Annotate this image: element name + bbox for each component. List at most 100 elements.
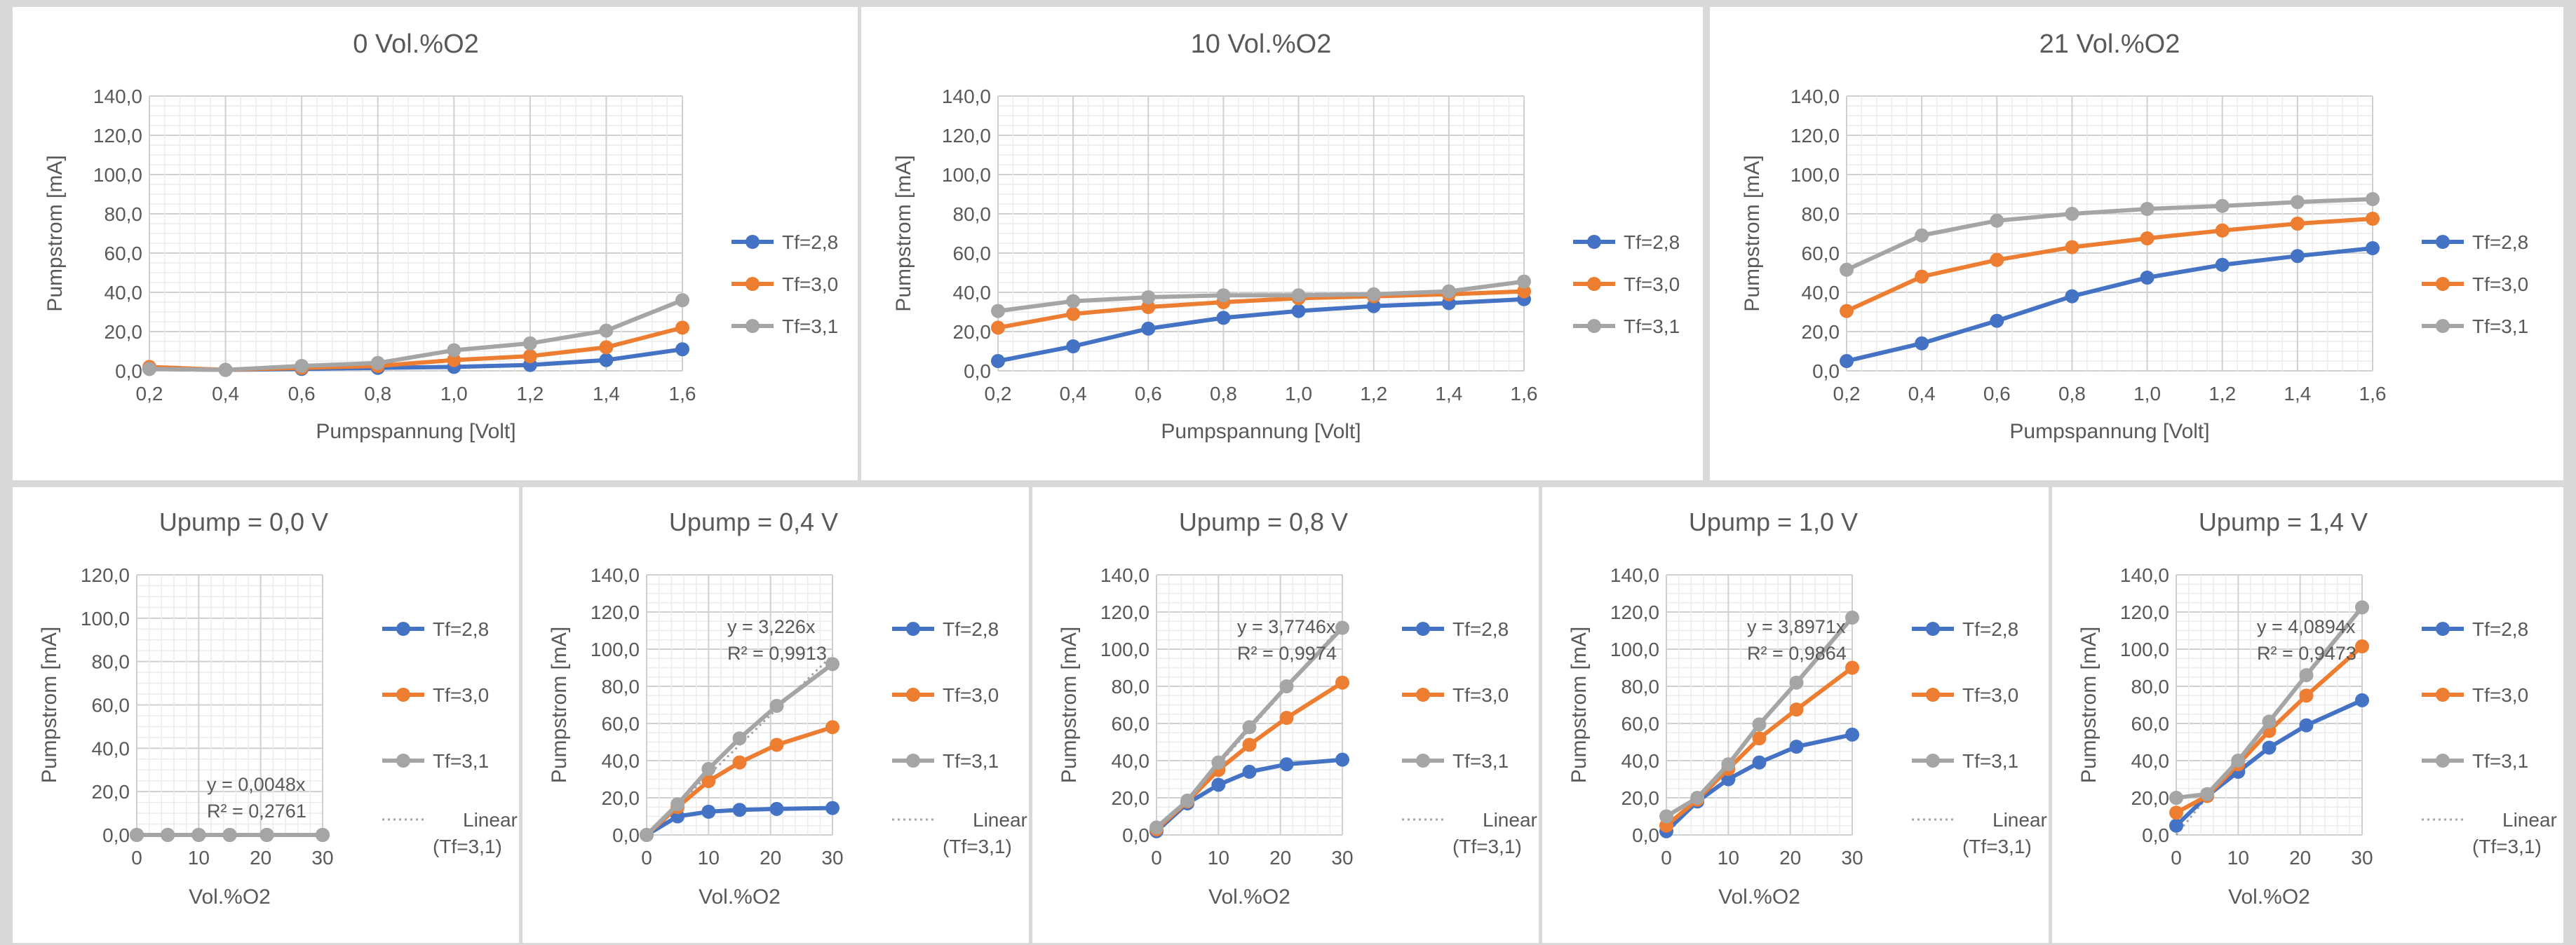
data-point xyxy=(769,698,784,713)
legend-marker xyxy=(2436,235,2450,249)
chart-title: Upump = 1,4 V xyxy=(2199,508,2368,536)
data-point xyxy=(1066,294,1081,308)
trendline-r2: R² = 0,9864 xyxy=(1747,643,1847,664)
x-axis-label: Pumpspannung [Volt] xyxy=(1161,420,1361,443)
legend-label: Tf=3,0 xyxy=(433,684,489,706)
legend-label: Tf=3,0 xyxy=(1624,273,1680,295)
y-tick-label: 60,0 xyxy=(1112,713,1150,735)
x-tick-label: 1,6 xyxy=(1511,383,1538,404)
data-point xyxy=(2140,271,2154,285)
data-point xyxy=(599,340,614,355)
data-point xyxy=(599,323,614,338)
chart-title: Upump = 0,0 V xyxy=(159,508,328,536)
trendline-r2: R² = 0,9473 xyxy=(2257,643,2356,664)
chart-panel-1[interactable]: 10 Vol.%O2 0,0 20,0 40,0 60,0 80,0 100,0 120,0 1… xyxy=(861,7,1703,480)
y-tick-label: 60,0 xyxy=(953,243,992,264)
data-point xyxy=(1845,610,1859,625)
x-tick-label: 0 xyxy=(1661,847,1672,869)
data-point xyxy=(2355,600,2369,615)
legend-marker xyxy=(2436,754,2450,768)
y-tick-label: 40,0 xyxy=(1621,750,1660,772)
data-point xyxy=(2140,231,2154,245)
data-point xyxy=(1211,777,1226,792)
data-point xyxy=(1242,720,1257,735)
y-axis-label: Pumpstrom [mA] xyxy=(1741,155,1764,311)
y-axis-label: Pumpstrom [mA] xyxy=(548,627,571,783)
data-point xyxy=(1517,284,1531,299)
data-point xyxy=(2065,240,2079,254)
y-tick-label: 40,0 xyxy=(104,282,143,304)
data-point xyxy=(1845,660,1859,675)
data-point xyxy=(675,293,689,308)
data-point xyxy=(2231,754,2246,768)
data-point xyxy=(1211,755,1226,770)
x-tick-label: 0,6 xyxy=(1983,383,2011,404)
chart-panel-6[interactable]: Upump = 1,0 V 0,0 20,0 40,0 60,0 80,0 100,0 120… xyxy=(1542,487,2049,943)
data-point xyxy=(1915,269,1929,284)
y-tick-label: 60,0 xyxy=(1621,713,1660,735)
x-tick-label: 0,4 xyxy=(212,383,239,404)
legend-linear-label: Linear (Tf=3,1) xyxy=(433,809,518,857)
chart-title: 21 Vol.%O2 xyxy=(2039,29,2180,59)
x-tick-label: 1,4 xyxy=(593,383,620,404)
legend-marker xyxy=(906,754,920,768)
series-line xyxy=(1846,246,2373,363)
legend-marker xyxy=(396,754,410,768)
legend-marker xyxy=(1587,235,1601,249)
data-point xyxy=(2169,818,2183,833)
legend-marker xyxy=(1416,688,1430,702)
y-tick-label: 140,0 xyxy=(942,86,991,107)
data-point xyxy=(2290,217,2305,231)
y-tick-label: 120,0 xyxy=(1791,125,1840,147)
data-point xyxy=(447,353,461,367)
data-point xyxy=(2169,805,2183,820)
chart-svg-1: 10 Vol.%O2 0,0 20,0 40,0 60,0 80,0 100,0 120,0 1… xyxy=(892,29,1680,443)
chart-panel-0[interactable]: 0 Vol.%O2 0,0 20,0 40,0 60,0 80,0 100,0 120,0 14… xyxy=(13,7,858,480)
legend-marker xyxy=(1416,622,1430,636)
x-tick-label: 10 xyxy=(1718,847,1739,869)
data-point xyxy=(2215,257,2230,272)
data-point xyxy=(1915,336,1929,351)
x-tick-label: 1,2 xyxy=(516,383,544,404)
data-point xyxy=(2299,688,2314,703)
y-tick-label: 100,0 xyxy=(81,608,130,630)
y-tick-label: 120,0 xyxy=(1100,601,1149,623)
data-point xyxy=(316,828,330,842)
chart-panel-7[interactable]: Upump = 1,4 V 0,0 20,0 40,0 60,0 80,0 100,0 120… xyxy=(2052,487,2563,943)
y-tick-label: 20,0 xyxy=(92,781,130,803)
x-tick-label: 0,4 xyxy=(1908,383,1936,404)
data-point xyxy=(295,359,309,373)
legend-linear-label: Linear (Tf=3,1) xyxy=(1962,809,2047,857)
y-tick-label: 40,0 xyxy=(2131,750,2170,772)
y-tick-label: 20,0 xyxy=(1621,787,1660,809)
data-point xyxy=(447,343,461,358)
y-tick-label: 140,0 xyxy=(1100,564,1149,586)
chart-panel-3[interactable]: Upump = 0,0 V 0,0 20,0 40,0 60,0 80,0 100,0 120… xyxy=(13,487,519,943)
y-tick-label: 0,0 xyxy=(1122,824,1149,846)
data-point xyxy=(1141,290,1156,304)
y-axis-label: Pumpstrom [mA] xyxy=(892,155,915,311)
y-tick-label: 140,0 xyxy=(1791,86,1840,107)
data-point xyxy=(2290,195,2305,210)
x-tick-label: 0 xyxy=(1151,847,1162,869)
data-point xyxy=(2366,192,2380,206)
series-line xyxy=(997,297,1525,363)
data-point xyxy=(1279,679,1294,693)
data-point xyxy=(2065,207,2079,221)
data-point xyxy=(2065,289,2079,304)
x-tick-label: 1,2 xyxy=(2209,383,2236,404)
data-point xyxy=(1291,304,1306,318)
x-axis-label: Pumpspannung [Volt] xyxy=(316,420,515,443)
chart-panel-2[interactable]: 21 Vol.%O2 0,0 20,0 40,0 60,0 80,0 100,0 120,0 1… xyxy=(1710,7,2563,480)
data-point xyxy=(1149,820,1164,835)
data-point xyxy=(1990,313,2004,328)
chart-panel-4[interactable]: Upump = 0,4 V 0,0 20,0 40,0 60,0 80,0 100,0 120… xyxy=(522,487,1029,943)
y-tick-label: 40,0 xyxy=(92,737,130,759)
data-point xyxy=(825,801,839,815)
y-tick-label: 20,0 xyxy=(1112,787,1150,809)
y-axis-label: Pumpstrom [mA] xyxy=(38,627,61,783)
chart-panel-5[interactable]: Upump = 0,8 V 0,0 20,0 40,0 60,0 80,0 100,0 120… xyxy=(1032,487,1539,943)
legend-label: Tf=3,1 xyxy=(1962,750,2018,772)
chart-svg-2: 21 Vol.%O2 0,0 20,0 40,0 60,0 80,0 100,0 120,0 1… xyxy=(1741,29,2528,443)
data-point xyxy=(161,828,175,842)
